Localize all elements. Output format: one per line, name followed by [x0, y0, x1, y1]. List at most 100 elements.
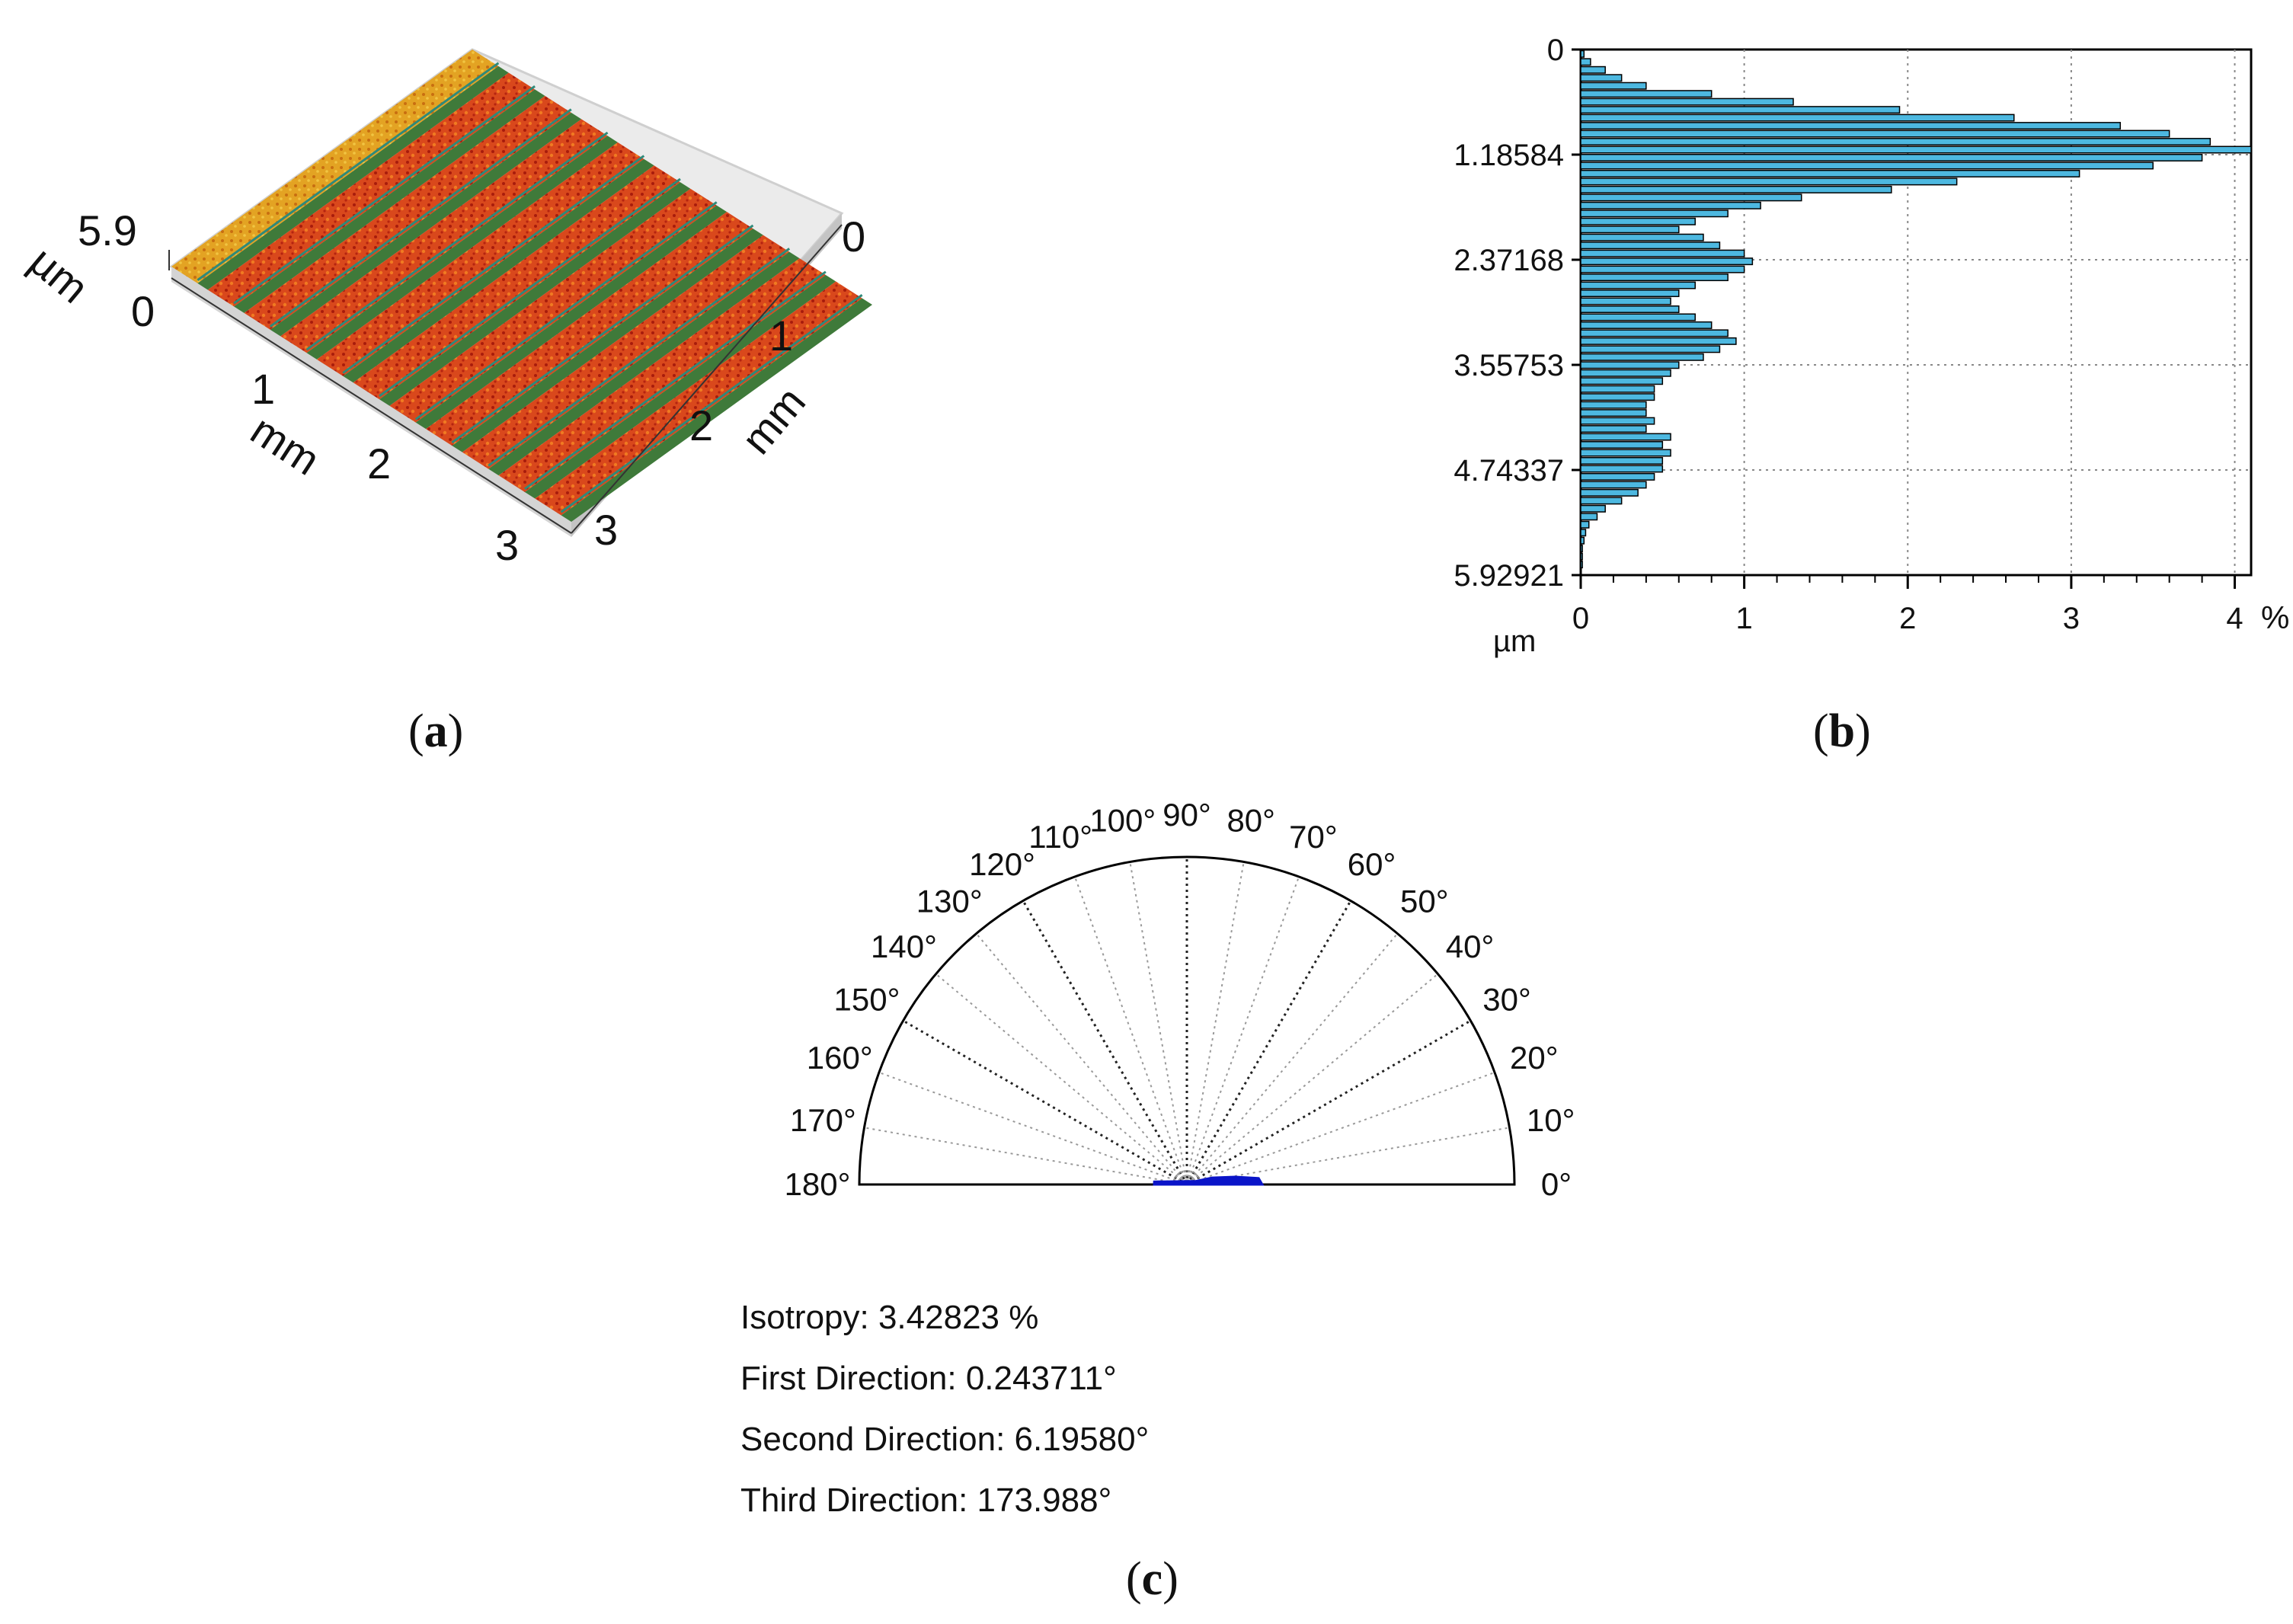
histogram-bar	[1580, 177, 1958, 186]
texture-direction-polar: 0° 10° 20° 30° 40° 50°60° 70° 80° 90°100°110°120…	[785, 797, 1575, 1202]
histogram-bar	[1580, 369, 1671, 377]
x-tick-label: 4	[2226, 602, 2243, 635]
y-tick-0: 0	[842, 213, 865, 261]
surface-ridge	[462, 235, 790, 469]
histogram-bar	[1580, 536, 1585, 545]
histogram-unit-label: µm	[1493, 625, 1536, 658]
histogram-bar	[1580, 513, 1598, 521]
histogram-bar	[1580, 273, 1729, 282]
histogram-bar	[1580, 169, 2080, 177]
caption-c: (c)	[1126, 1553, 1178, 1605]
surface-ridge-edge	[560, 294, 863, 513]
histogram-bar	[1580, 241, 1721, 250]
polar-angle-label: 110°	[1028, 819, 1092, 855]
histogram-bar	[1580, 58, 1591, 66]
histogram-bar	[1580, 297, 1671, 305]
z-min-label: 0	[131, 287, 155, 335]
histogram-bar	[1580, 313, 1696, 321]
surface-ridge	[316, 142, 644, 376]
surface-groove	[343, 158, 654, 383]
polar-angle-label: 0°	[1541, 1166, 1572, 1202]
polar-data-shape	[1153, 1175, 1265, 1186]
y-tick-label: 2.37168	[1454, 244, 1564, 277]
histogram-bar	[1580, 449, 1671, 457]
isotropy-text: Isotropy: 3.42823 %	[740, 1299, 1039, 1336]
surface-ridge	[244, 95, 571, 330]
surface-ridge	[207, 72, 536, 307]
x-unit-label: mm	[242, 405, 328, 484]
histogram-bar	[1580, 345, 1721, 353]
y-tick-3: 3	[594, 506, 618, 554]
polar-ray	[1186, 876, 1300, 1185]
histogram-bar	[1580, 361, 1680, 369]
polar-angle-label: 120°	[969, 846, 1035, 882]
surface-3d-view: 5.9 0 µm 1 2 3 mm 0 1 2 3 mm	[21, 48, 872, 569]
surface-ridge-edge	[342, 155, 645, 374]
texture-statistics: Isotropy: 3.42823 % First Direction: 0.2…	[740, 1287, 1149, 1531]
histogram-bar	[1580, 465, 1664, 473]
histogram-bar	[1580, 138, 2211, 146]
caption-a: (a)	[408, 705, 464, 757]
x-tick-label: 1	[1736, 602, 1753, 635]
caption-b: (b)	[1813, 705, 1871, 757]
surface-ridge-edge	[379, 177, 681, 398]
histogram-bar	[1580, 520, 1590, 529]
histogram-bar	[1580, 161, 2154, 170]
x-tick-label: 0	[1572, 602, 1589, 635]
polar-ray	[902, 1019, 1188, 1186]
y-tick-label: 0	[1547, 34, 1564, 67]
histogram-bar	[1580, 561, 1583, 569]
histogram-bar	[1580, 305, 1680, 313]
histogram-bar	[1580, 249, 1745, 257]
surface-ridge	[535, 281, 862, 516]
surface-groove	[561, 298, 872, 522]
histogram-bar	[1580, 488, 1639, 497]
y-tick-2: 2	[689, 401, 713, 449]
histogram-bar	[1580, 257, 1754, 266]
y-tick-label: 3.55753	[1454, 349, 1564, 382]
histogram-bar	[1580, 393, 1655, 401]
surface-groove	[524, 275, 836, 499]
histogram-bar	[1580, 552, 1583, 561]
histogram-bar	[1580, 353, 1704, 361]
surface-ridge	[426, 212, 753, 446]
histogram-bar	[1580, 82, 1647, 90]
surface-ridge-edge	[488, 248, 791, 467]
surface-groove	[379, 182, 691, 406]
surface-ridge-edge	[269, 108, 572, 328]
surface-groove	[270, 112, 582, 337]
polar-angle-label: 10°	[1527, 1102, 1575, 1138]
surface-ridge-edge	[414, 201, 718, 420]
z-max-label: 5.9	[78, 206, 137, 254]
histogram-bar	[1580, 425, 1647, 433]
histogram-bar	[1580, 545, 1583, 553]
polar-outline	[858, 855, 1516, 1186]
third-direction-text: Third Direction: 173.988°	[740, 1482, 1112, 1519]
histogram-bar	[1580, 385, 1655, 393]
surface-ridge-edge	[451, 224, 754, 444]
histogram-bar	[1580, 106, 1901, 114]
histogram-bar	[1580, 289, 1680, 298]
polar-ray	[1185, 900, 1352, 1185]
first-direction-text: First Direction: 0.243711°	[740, 1360, 1117, 1397]
second-direction-text: Second Direction: 6.19580°	[740, 1421, 1150, 1458]
histogram-bars	[1580, 50, 2252, 569]
polar-ray	[1186, 1071, 1495, 1185]
histogram-bar	[1580, 401, 1647, 409]
y-tick-label: 1.18584	[1454, 139, 1564, 172]
histogram-bar	[1580, 472, 1655, 481]
histogram-bar	[1580, 456, 1664, 465]
polar-angle-label: 70°	[1289, 819, 1338, 855]
height-histogram: 0 1.18584 2.37168 3.55753 4.74337 5.92921 0 1 2…	[1454, 34, 2289, 658]
histogram-bar	[1580, 185, 1892, 193]
x-tick-2: 2	[367, 440, 391, 488]
surface-ridge-edge	[233, 85, 536, 305]
surface-ridge-edge	[197, 62, 500, 281]
polar-angle-label: 170°	[790, 1102, 856, 1138]
histogram-bar	[1580, 98, 1794, 106]
polar-ray	[878, 1071, 1188, 1185]
polar-angle-label: 50°	[1400, 883, 1449, 919]
histogram-bar	[1580, 193, 1802, 202]
y-tick-1: 1	[769, 312, 793, 360]
histogram-bar	[1580, 66, 1606, 74]
